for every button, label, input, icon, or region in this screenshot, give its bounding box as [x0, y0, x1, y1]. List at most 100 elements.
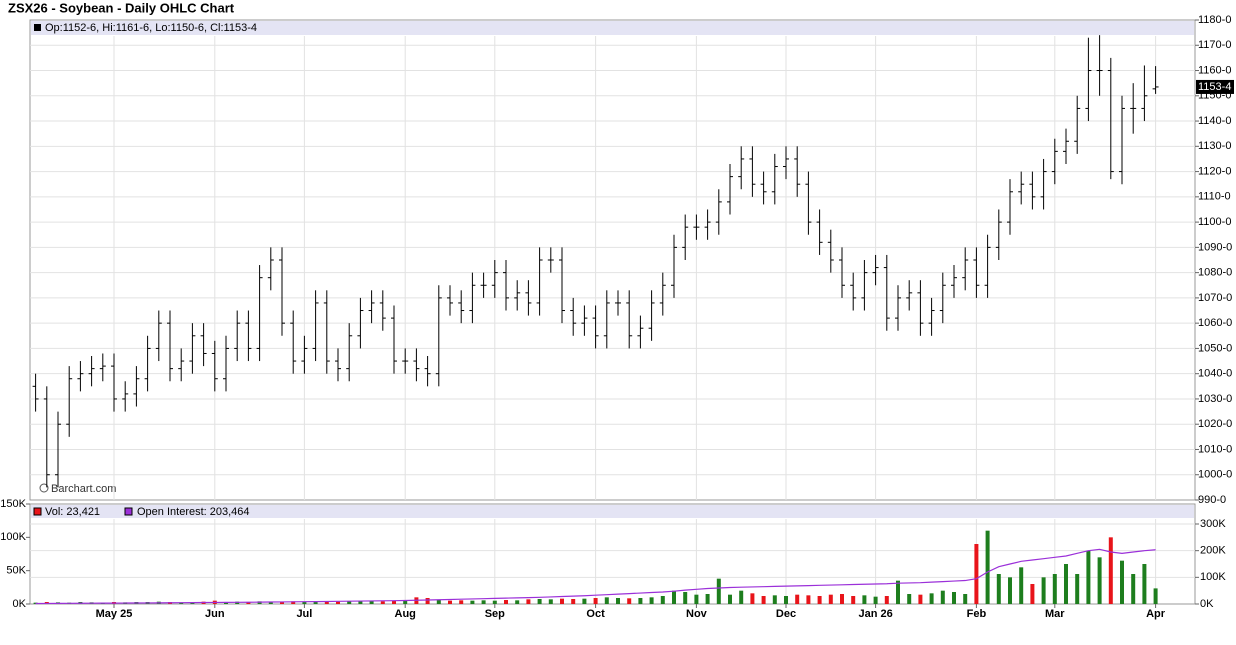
volume-bar	[537, 599, 542, 604]
volume-bar	[627, 598, 632, 604]
y-tick-label: 1140-0	[1198, 115, 1231, 127]
oi-swatch	[124, 507, 133, 516]
volume-bar	[291, 601, 296, 604]
y2-tick-label: 100K	[1200, 571, 1226, 583]
x-tick-label: Oct	[586, 608, 605, 620]
volume-strip	[31, 505, 1194, 518]
volume-bar	[358, 601, 363, 604]
volume-bar	[392, 600, 396, 604]
y-tick-label: 1130-0	[1198, 140, 1231, 152]
volume-bar	[604, 597, 609, 604]
volume-bar	[750, 593, 755, 604]
chart-title: ZSX26 - Soybean - Daily OHLC Chart	[8, 0, 235, 15]
volume-bar	[425, 598, 430, 604]
volume-bar	[1052, 574, 1057, 604]
volume-bar	[1131, 574, 1136, 604]
volume-bar	[347, 601, 352, 604]
y-tick-label: 1110-0	[1198, 191, 1231, 203]
volume-bar	[985, 530, 990, 604]
x-tick-label: Jan 26	[858, 608, 892, 620]
volume-bar	[828, 594, 833, 604]
volume-bar	[918, 594, 923, 604]
volume-bar	[1153, 588, 1158, 604]
volume-bar	[817, 596, 822, 604]
volume-panel	[29, 503, 1196, 605]
volume-bar	[526, 599, 531, 604]
volume-bar	[728, 594, 732, 604]
y-tick-label: 1060-0	[1198, 317, 1232, 329]
volume-bar	[369, 601, 374, 604]
x-tick-label: Nov	[686, 608, 708, 620]
y-tick-label: 1030-0	[1198, 393, 1232, 405]
volume-bar	[1064, 564, 1068, 604]
volume-bar	[784, 596, 788, 604]
volume-bar	[324, 602, 329, 604]
volume-bar	[548, 599, 553, 604]
info-strip	[31, 21, 1194, 35]
y-tick-label: 1040-0	[1198, 368, 1232, 380]
volume-bar	[1008, 577, 1012, 604]
y-tick-label: 1100-0	[1198, 216, 1231, 228]
oi-legend: Open Interest: 203,464	[137, 506, 250, 518]
volume-bar	[1019, 567, 1024, 604]
volume-bar	[436, 600, 441, 604]
volume-bar	[716, 578, 721, 604]
volume-bar	[1120, 560, 1124, 604]
volume-bar	[224, 602, 228, 604]
volume-bar	[795, 594, 800, 604]
y-tick-label: 1000-0	[1198, 469, 1232, 481]
volume-bar	[851, 596, 856, 604]
volume-bar	[582, 598, 587, 604]
volume-bar	[280, 602, 284, 604]
volume-bar	[403, 601, 408, 604]
y-tick-label: 100K	[0, 531, 26, 543]
volume-bar	[571, 599, 576, 604]
volume-bar	[761, 596, 766, 604]
volume-bar	[884, 596, 889, 604]
x-tick-label: Dec	[776, 608, 796, 620]
x-tick-label: Apr	[1146, 608, 1166, 620]
y-tick-label: 1010-0	[1198, 443, 1232, 455]
volume-bar	[1097, 557, 1102, 604]
volume-bar	[929, 593, 934, 604]
y-tick-label: 50K	[6, 565, 26, 577]
x-tick-label: Aug	[395, 608, 416, 620]
y-tick-label: 1170-0	[1198, 39, 1231, 51]
volume-bar	[672, 590, 676, 604]
y2-tick-label: 200K	[1200, 545, 1226, 557]
volume-bar	[470, 600, 475, 604]
y-tick-label: 1120-0	[1198, 165, 1231, 177]
last-price-label: 1153-4	[1198, 81, 1231, 93]
y-tick-label: 1080-0	[1198, 267, 1232, 279]
volume-bar	[616, 598, 620, 604]
volume-bar	[1030, 584, 1035, 604]
y-tick-label: 150K	[0, 498, 26, 510]
x-tick-label: Feb	[967, 608, 987, 620]
volume-bar	[504, 600, 508, 604]
volume-bar	[649, 597, 654, 604]
price-panel	[29, 19, 1196, 501]
volume-bar	[996, 574, 1001, 604]
volume-bar	[380, 601, 385, 604]
volume-bar	[940, 590, 945, 604]
y-tick-label: 0K	[13, 598, 27, 610]
volume-bar	[268, 601, 273, 604]
volume-bar	[694, 594, 699, 604]
open-interest-line	[35, 548, 1156, 605]
volume-bar	[448, 600, 452, 604]
volume-bar	[739, 590, 744, 604]
volume-bar	[492, 600, 497, 604]
volume-bar	[1086, 550, 1091, 604]
volume-bar	[952, 592, 956, 604]
volume-bar	[1142, 564, 1147, 604]
y-tick-label: 1020-0	[1198, 418, 1232, 430]
y-tick-label: 1050-0	[1198, 342, 1232, 354]
volume-bar	[660, 596, 665, 604]
volume-bar	[896, 580, 900, 604]
x-tick-label: Sep	[485, 608, 505, 620]
volume-bar	[246, 602, 251, 604]
last-price-box	[1196, 79, 1234, 94]
volume-bar	[862, 595, 867, 604]
volume-bar	[302, 601, 307, 604]
volume-bar	[560, 598, 564, 604]
